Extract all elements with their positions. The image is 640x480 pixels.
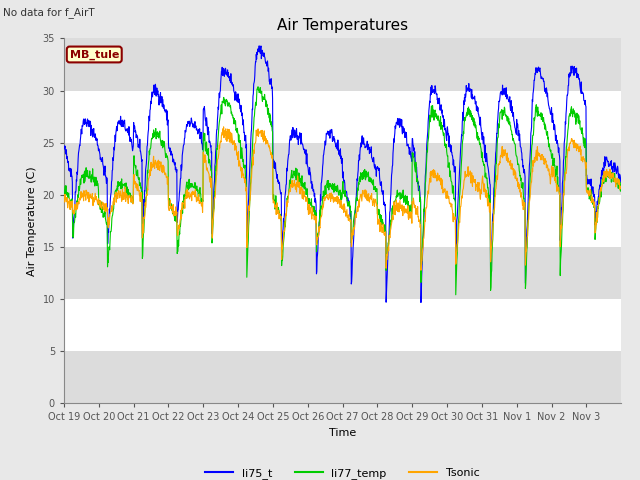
Bar (64, 247, 621, 299)
Bar (64, 143, 621, 195)
Legend: li75_t, li77_temp, Tsonic: li75_t, li77_temp, Tsonic (201, 464, 484, 480)
Text: MB_tule: MB_tule (70, 49, 119, 60)
Bar (64, 38, 621, 91)
Y-axis label: Air Temperature (C): Air Temperature (C) (27, 166, 37, 276)
Title: Air Temperatures: Air Temperatures (277, 18, 408, 33)
Bar (64, 195, 621, 247)
Text: No data for f_AirT: No data for f_AirT (3, 7, 95, 18)
X-axis label: Time: Time (329, 428, 356, 438)
Bar (64, 91, 621, 143)
Bar (64, 299, 621, 351)
Bar (64, 351, 621, 403)
